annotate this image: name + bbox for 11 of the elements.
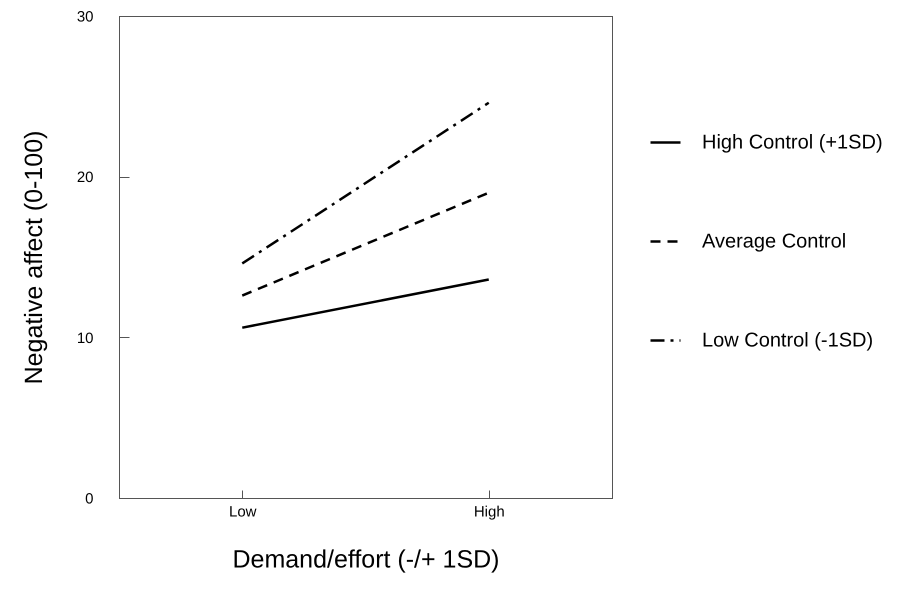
legend-label: Low Control (-1SD)	[702, 330, 874, 352]
x-axis-title: Demand/effort (-/+ 1SD)	[232, 546, 500, 574]
y-tick-label: 30	[76, 8, 94, 26]
legend-label: Average Control	[702, 230, 846, 252]
x-tick-label: High	[474, 504, 505, 520]
y-tick-label: 20	[76, 169, 94, 186]
x-tick-label: Low	[228, 504, 257, 520]
legend-label: High Control (+1SD)	[702, 132, 883, 154]
y-axis-title: Negative affect (0-100)	[20, 130, 48, 384]
y-tick-label: 10	[76, 330, 94, 347]
y-tick-label: 0	[85, 490, 94, 508]
